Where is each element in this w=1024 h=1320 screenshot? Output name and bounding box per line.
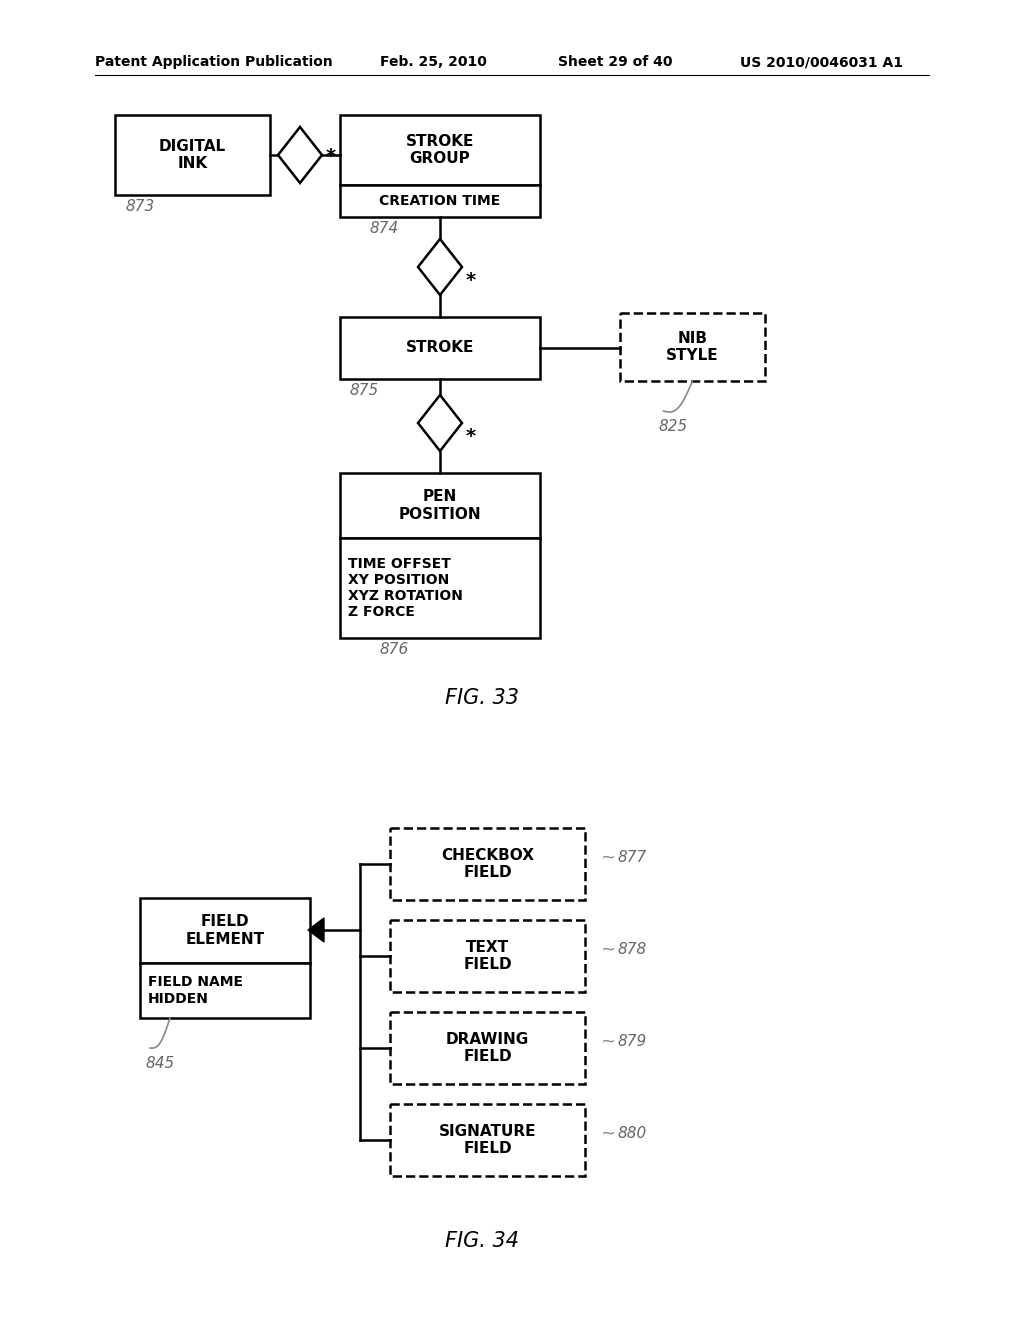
Text: STROKE
GROUP: STROKE GROUP bbox=[406, 133, 474, 166]
Text: *: * bbox=[466, 426, 476, 446]
Bar bbox=[390, 828, 585, 900]
Bar bbox=[340, 115, 540, 185]
Bar bbox=[115, 115, 270, 195]
Bar bbox=[140, 898, 310, 964]
Text: ~: ~ bbox=[600, 941, 615, 960]
Text: DIGITAL
INK: DIGITAL INK bbox=[159, 139, 226, 172]
Text: ~: ~ bbox=[600, 1125, 615, 1143]
Text: STROKE: STROKE bbox=[406, 341, 474, 355]
Text: FIG. 33: FIG. 33 bbox=[445, 688, 519, 708]
Text: CREATION TIME: CREATION TIME bbox=[379, 194, 501, 209]
Text: Feb. 25, 2010: Feb. 25, 2010 bbox=[380, 55, 486, 69]
Polygon shape bbox=[308, 917, 324, 942]
Text: PEN
POSITION: PEN POSITION bbox=[398, 490, 481, 521]
Text: Sheet 29 of 40: Sheet 29 of 40 bbox=[558, 55, 673, 69]
Text: FIELD NAME
HIDDEN: FIELD NAME HIDDEN bbox=[148, 975, 243, 1006]
Text: DRAWING
FIELD: DRAWING FIELD bbox=[445, 1032, 529, 1064]
Text: 877: 877 bbox=[617, 850, 646, 866]
Text: TIME OFFSET
XY POSITION
XYZ ROTATION
Z FORCE: TIME OFFSET XY POSITION XYZ ROTATION Z F… bbox=[348, 557, 463, 619]
Text: FIELD
ELEMENT: FIELD ELEMENT bbox=[185, 915, 264, 946]
Text: ~: ~ bbox=[600, 1034, 615, 1051]
Bar bbox=[620, 313, 765, 381]
Text: 876: 876 bbox=[380, 642, 410, 657]
Text: NIB
STYLE: NIB STYLE bbox=[667, 331, 719, 363]
Bar bbox=[390, 1104, 585, 1176]
Bar bbox=[390, 920, 585, 993]
Text: FIG. 34: FIG. 34 bbox=[445, 1232, 519, 1251]
Text: 873: 873 bbox=[125, 199, 155, 214]
Text: 825: 825 bbox=[658, 418, 688, 434]
Text: US 2010/0046031 A1: US 2010/0046031 A1 bbox=[740, 55, 903, 69]
Text: ~: ~ bbox=[600, 849, 615, 867]
Text: *: * bbox=[466, 271, 476, 290]
Text: 878: 878 bbox=[617, 942, 646, 957]
Text: 875: 875 bbox=[350, 383, 379, 399]
Bar bbox=[340, 539, 540, 638]
Bar bbox=[340, 473, 540, 539]
Polygon shape bbox=[418, 395, 462, 451]
Text: 845: 845 bbox=[145, 1056, 174, 1071]
Text: *: * bbox=[326, 147, 336, 166]
Text: TEXT
FIELD: TEXT FIELD bbox=[463, 940, 512, 973]
Text: 879: 879 bbox=[617, 1035, 646, 1049]
Bar bbox=[340, 185, 540, 216]
Text: SIGNATURE
FIELD: SIGNATURE FIELD bbox=[438, 1123, 537, 1156]
Polygon shape bbox=[418, 239, 462, 294]
Polygon shape bbox=[278, 127, 322, 183]
Text: 874: 874 bbox=[370, 220, 399, 236]
Text: CHECKBOX
FIELD: CHECKBOX FIELD bbox=[441, 847, 534, 880]
Bar bbox=[340, 317, 540, 379]
Text: Patent Application Publication: Patent Application Publication bbox=[95, 55, 333, 69]
Text: 880: 880 bbox=[617, 1126, 646, 1142]
Bar bbox=[140, 964, 310, 1018]
Bar bbox=[390, 1012, 585, 1084]
